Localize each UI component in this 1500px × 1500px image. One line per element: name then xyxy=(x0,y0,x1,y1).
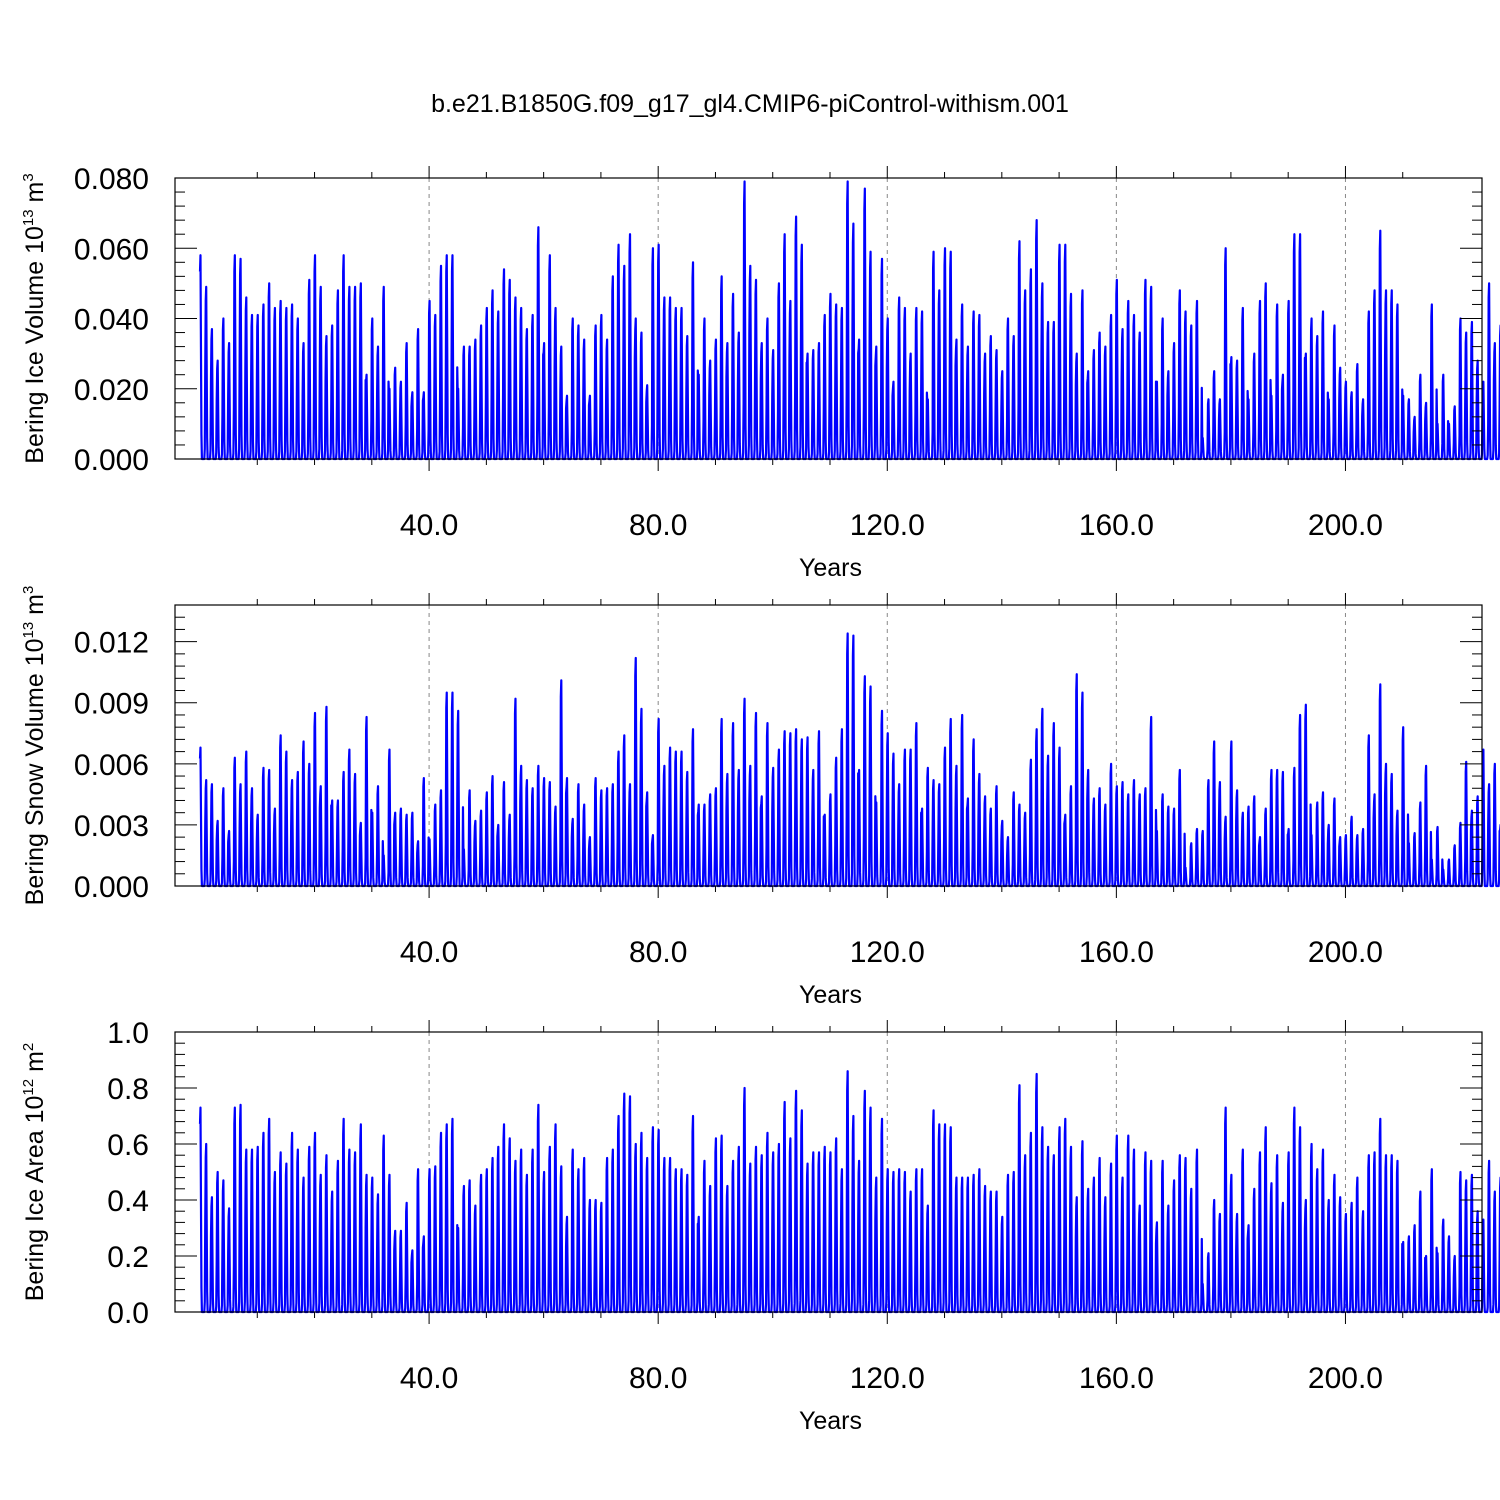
series-line-1 xyxy=(198,1070,1500,1314)
x-axis-label: Years xyxy=(799,1407,862,1435)
series-line-1 xyxy=(198,180,1500,461)
y-axis-label-unit: m xyxy=(21,182,49,210)
y-axis-label-unit: m xyxy=(21,594,49,622)
y-tick-label: 0.006 xyxy=(74,749,149,782)
panel-2: 40.0 80.0 120.0 160.0 200.0 0.000 0.003 0.006 0.… xyxy=(20,586,1500,1009)
y-axis-label-base: Bering Ice Volume 10 xyxy=(21,226,49,464)
y-tick-label: 0.8 xyxy=(107,1073,149,1106)
panels: 40.0 80.0 120.0 160.0 200.00.0000.0200.0400.… xyxy=(20,163,1500,1435)
x-tick-label: 160.0 xyxy=(1079,936,1154,969)
y-tick-label: 1.0 xyxy=(107,1017,149,1050)
x-tick-label: 200.0 xyxy=(1308,509,1383,542)
y-tick-label: 0.060 xyxy=(74,233,149,266)
y-tick-label: 0.012 xyxy=(74,627,149,660)
y-axis-label-unit-exponent: 3 xyxy=(20,173,37,181)
x-tick-label: 80.0 xyxy=(629,509,687,542)
x-tick-label: 120.0 xyxy=(850,936,925,969)
plot-frame xyxy=(174,604,1483,887)
x-tick-label: 40.0 xyxy=(400,1362,458,1395)
x-axis-label: Years xyxy=(799,981,862,1009)
y-tick-label: 0.020 xyxy=(74,374,149,407)
x-tick-label: 120.0 xyxy=(850,1362,925,1395)
x-axis-label: Years xyxy=(799,554,862,582)
y-tick-label: 0.4 xyxy=(107,1185,149,1218)
x-tick-label: 120.0 xyxy=(850,509,925,542)
y-axis-label-unit-exponent: 3 xyxy=(20,586,37,594)
x-tick-label: 200.0 xyxy=(1308,1362,1383,1395)
panel-1: 40.0 80.0 120.0 160.0 200.0 0.000 0.020 0.040 0.… xyxy=(20,163,1500,582)
series-line-1 xyxy=(198,632,1500,888)
x-tick-label: 80.0 xyxy=(629,1362,687,1395)
x-tick-label: 40.0 xyxy=(400,936,458,969)
y-tick-label: 0.003 xyxy=(74,810,149,843)
y-axis-label-base: Bering Ice Area 10 xyxy=(21,1096,49,1302)
y-axis-label-exponent: 12 xyxy=(20,1079,37,1096)
y-tick-label: 0.2 xyxy=(107,1241,149,1274)
y-tick-label: 0.040 xyxy=(74,304,149,337)
y-axis-label-exponent: 13 xyxy=(20,622,37,639)
x-tick-label: 160.0 xyxy=(1079,1362,1154,1395)
figure-title: b.e21.B1850G.f09_g17_gl4.CMIP6-piControl… xyxy=(431,90,1069,118)
x-tick-label: 160.0 xyxy=(1079,509,1154,542)
y-axis-label: Bering Ice Volume 1013 m3 xyxy=(20,173,49,463)
y-axis-label-unit: m xyxy=(21,1051,49,1079)
panel-3: 40.0 80.0 120.0 160.0 200.0 0.0 0.2 0.4 0.6 0.8 1.… xyxy=(20,1017,1500,1435)
y-tick-label: 0.000 xyxy=(74,871,149,904)
y-axis-label-base: Bering Snow Volume 10 xyxy=(21,638,49,905)
x-tick-label: 40.0 xyxy=(400,509,458,542)
y-tick-label: 0.0 xyxy=(107,1297,149,1330)
y-axis-label: Bering Snow Volume 1013 m3 xyxy=(20,586,49,906)
y-tick-label: 0.000 xyxy=(74,444,149,477)
x-tick-label: 200.0 xyxy=(1308,936,1383,969)
y-axis-label-unit-exponent: 2 xyxy=(20,1043,37,1051)
x-tick-label: 80.0 xyxy=(629,936,687,969)
y-tick-label: 0.6 xyxy=(107,1129,149,1162)
y-axis-label-exponent: 13 xyxy=(20,209,37,226)
y-tick-label: 0.009 xyxy=(74,688,149,721)
y-axis-label: Bering Ice Area 1012 m2 xyxy=(20,1043,49,1302)
plot-frame xyxy=(174,1031,1483,1313)
y-tick-label: 0.080 xyxy=(74,163,149,196)
